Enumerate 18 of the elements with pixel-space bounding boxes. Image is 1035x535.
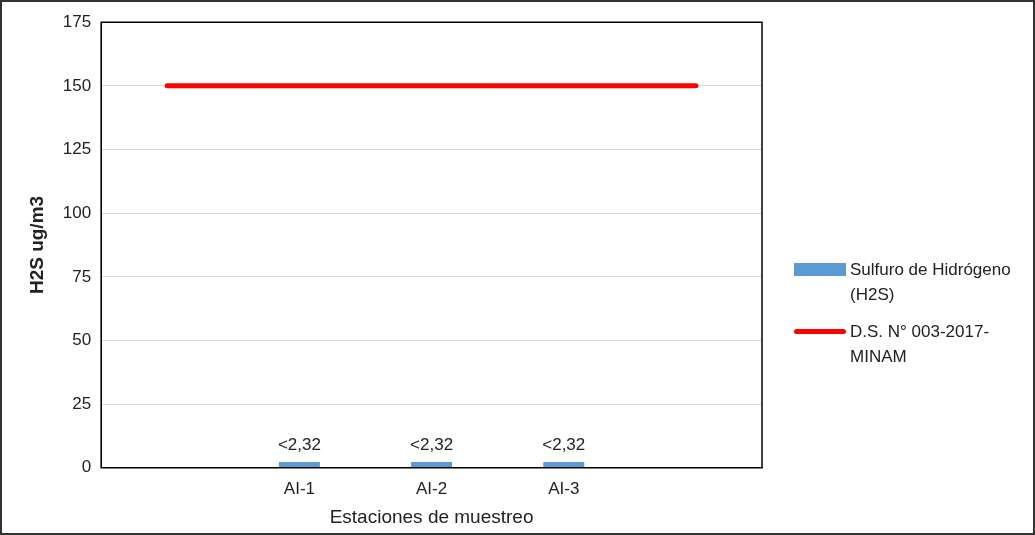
data-label: <2,32: [542, 435, 586, 455]
legend-label: Sulfuro de Hidrógeno (H2S): [850, 259, 1012, 306]
y-tick-label: 150: [62, 75, 92, 95]
y-axis-title: H2S ug/m3: [25, 195, 47, 295]
y-tick-label: 75: [72, 266, 92, 286]
y-tick-label: 100: [62, 202, 92, 222]
data-label: <2,32: [277, 435, 321, 455]
y-tick-label: 0: [81, 457, 92, 477]
data-label: <2,32: [410, 435, 454, 455]
x-tick-label: AI-2: [415, 478, 448, 498]
x-tick-label: AI-1: [283, 478, 316, 498]
x-tick-label: AI-3: [548, 478, 580, 498]
y-tick-label: 50: [72, 330, 92, 350]
legend-label: D.S. N° 003-2017-MINAM: [850, 321, 991, 368]
y-tick-label: 25: [72, 393, 92, 413]
y-tick-label: 125: [62, 139, 92, 159]
y-tick-label: 175: [62, 11, 92, 31]
x-axis-title: Estaciones de muestreo: [329, 505, 534, 527]
